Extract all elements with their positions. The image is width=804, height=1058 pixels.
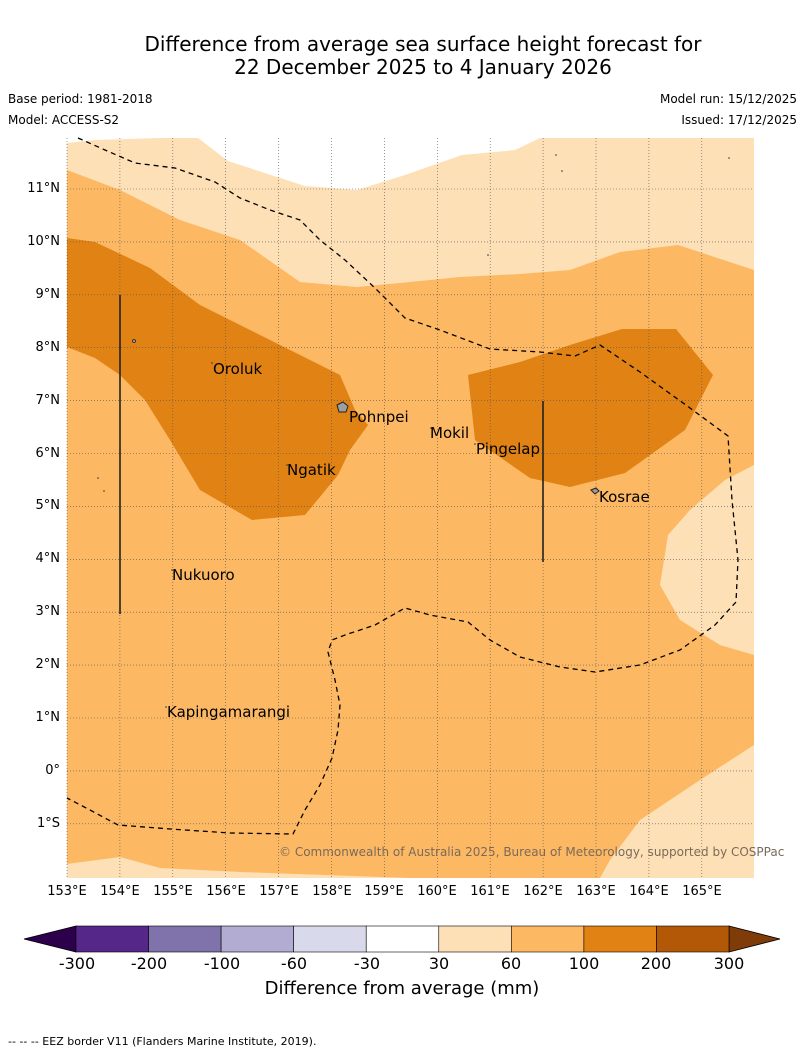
lat-label-4n: 4°N	[35, 551, 61, 566]
lon-label-162e: 162°E	[523, 884, 563, 899]
lat-label-0: 0°	[45, 763, 60, 778]
chart-title-line2: 22 December 2025 to 4 January 2026	[234, 55, 612, 79]
colorbar-segment	[656, 925, 730, 953]
colorbar-tick-m200: -200	[130, 954, 168, 973]
contour-100-200-west	[67, 238, 368, 520]
colorbar-segment	[511, 925, 585, 953]
place-oroluk: Oroluk	[213, 360, 263, 378]
islet-kapingamarangi	[165, 706, 167, 708]
model-run: Model run: 15/12/2025	[659, 92, 797, 106]
place-nukuoro: Nukuoro	[172, 566, 235, 584]
base-period: Base period: 1981-2018	[8, 92, 153, 106]
island-western	[132, 339, 136, 343]
vertical-lines	[119, 295, 544, 614]
lon-label-160e: 160°E	[417, 884, 457, 899]
lon-label-161e: 161°E	[470, 884, 510, 899]
lat-label-5n: 5°N	[35, 498, 61, 513]
lat-label-11n: 11°N	[27, 181, 60, 196]
islet-north-1	[555, 154, 557, 156]
islet-pingelap	[474, 443, 476, 445]
contour-100-200-east	[468, 329, 713, 487]
lat-label-3n: 3°N	[35, 604, 61, 619]
lat-label-1s: 1°S	[36, 816, 60, 831]
island-pohnpei	[336, 401, 349, 413]
colorbar-tick-60: 60	[500, 954, 522, 973]
place-ngatik: Ngatik	[287, 461, 336, 479]
islet-west-2	[103, 490, 105, 492]
colorbar-segment	[75, 925, 149, 953]
colorbar-tick-200: 200	[640, 954, 672, 973]
islet-north-3	[487, 254, 489, 256]
gridlines	[66, 138, 754, 878]
colorbar-title: Difference from average (mm)	[264, 978, 540, 999]
island-kosrae	[590, 487, 600, 495]
lon-label-157e: 157°E	[259, 884, 299, 899]
colorbar-high-extend	[728, 925, 781, 953]
colorbar-segment	[148, 925, 222, 953]
lon-label-158e: 158°E	[312, 884, 352, 899]
place-pohnpei: Pohnpei	[349, 408, 409, 426]
eez-border-north	[66, 137, 739, 835]
issued-date: Issued: 17/12/2025	[681, 113, 797, 127]
colorbar-segment	[583, 925, 657, 953]
colorbar-tick-300: 300	[713, 954, 745, 973]
copyright-notice: © Commonwealth of Australia 2025, Bureau…	[279, 845, 785, 859]
colorbar-tick-100: 100	[568, 954, 600, 973]
colorbar-tick-m60: -60	[280, 954, 308, 973]
lon-label-163e: 163°E	[576, 884, 616, 899]
colorbar-segments	[75, 925, 730, 953]
lon-label-156e: 156°E	[206, 884, 246, 899]
place-pingelap: Pingelap	[476, 440, 541, 458]
colorbar-tick-m30: -30	[353, 954, 381, 973]
islet-nukuoro	[171, 569, 173, 571]
islet-north-2	[561, 170, 563, 172]
map-area	[67, 138, 754, 878]
lat-label-2n: 2°N	[35, 657, 61, 672]
chart-title-line1: Difference from average sea surface heig…	[144, 32, 702, 56]
lat-label-7n: 7°N	[35, 393, 61, 408]
model-name: Model: ACCESS-S2	[8, 113, 120, 127]
lon-label-164e: 164°E	[629, 884, 669, 899]
lat-label-6n: 6°N	[35, 446, 61, 461]
islet-oroluk	[211, 362, 213, 364]
lat-label-1n: 1°N	[35, 710, 61, 725]
lat-label-10n: 10°N	[27, 234, 60, 249]
place-mokil: Mokil	[430, 424, 470, 442]
lon-label-165e: 165°E	[682, 884, 722, 899]
colorbar-segment	[220, 925, 294, 953]
lon-label-155e: 155°E	[153, 884, 193, 899]
colorbar-segment	[365, 925, 440, 953]
colorbar-segment	[293, 925, 367, 953]
colorbar-tick-m300: -300	[58, 954, 96, 973]
lat-label-8n: 8°N	[35, 340, 61, 355]
lat-label-9n: 9°N	[35, 287, 61, 302]
islet-north-4	[728, 157, 730, 159]
colorbar	[23, 925, 781, 953]
colorbar-low-extend	[23, 925, 77, 953]
eez-legend-note: -- -- -- EEZ border V11 (Flanders Marine…	[8, 1035, 317, 1048]
lon-label-154e: 154°E	[100, 884, 140, 899]
eez-borders	[66, 137, 739, 835]
place-kosrae: Kosrae	[599, 488, 650, 506]
islet-ngatik	[286, 464, 288, 466]
lon-label-159e: 159°E	[364, 884, 404, 899]
land	[97, 154, 730, 708]
colorbar-tick-m100: -100	[203, 954, 241, 973]
place-kapingamarangi: Kapingamarangi	[167, 703, 291, 721]
colorbar-tick-30: 30	[428, 954, 450, 973]
colorbar-segment	[438, 925, 512, 953]
islet-west-1	[97, 477, 99, 479]
islet-mokil	[430, 427, 432, 429]
lon-label-153e: 153°E	[47, 884, 87, 899]
